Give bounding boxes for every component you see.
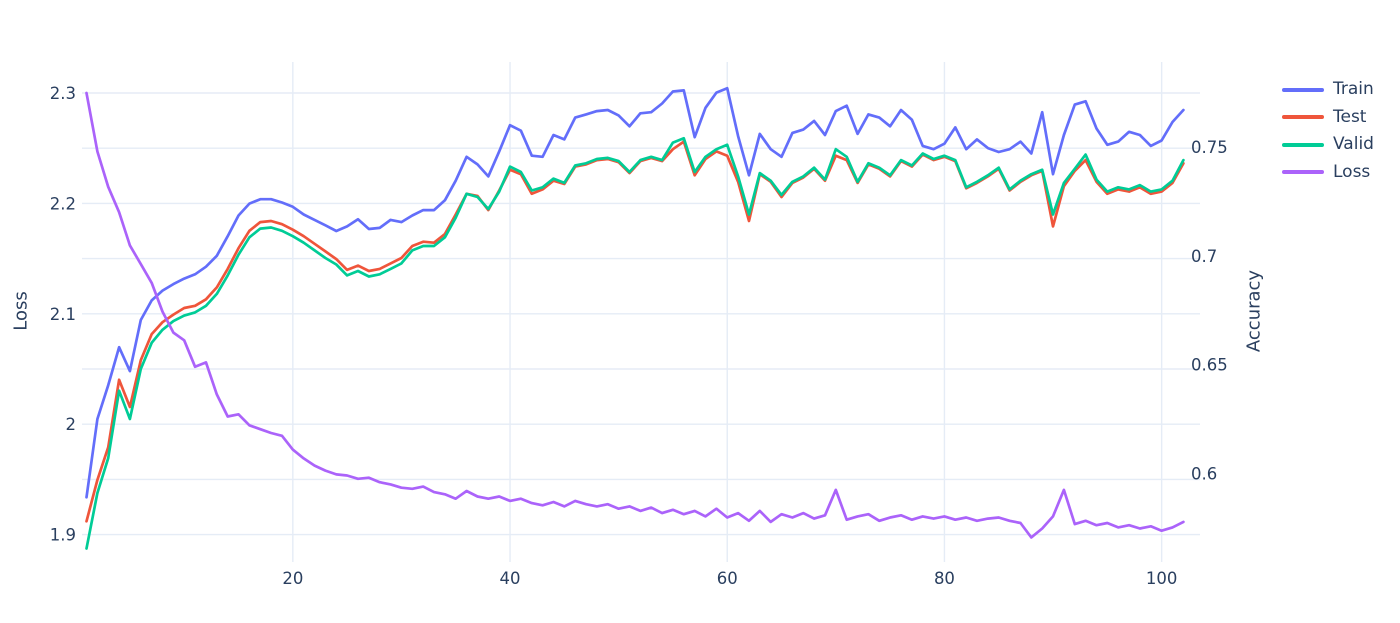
legend-item-valid[interactable]: Valid bbox=[1282, 131, 1374, 159]
x-tick-label-20: 20 bbox=[282, 569, 303, 588]
legend-label-loss: Loss bbox=[1333, 161, 1371, 182]
series-line-train[interactable] bbox=[85, 86, 1185, 499]
x-tick-label-60: 60 bbox=[717, 569, 738, 588]
y-axis-title-loss: Loss bbox=[10, 291, 32, 331]
left-tick-label-1.9: 1.9 bbox=[50, 526, 76, 545]
series-line-valid[interactable] bbox=[85, 136, 1185, 550]
left-tick-label-2: 2 bbox=[66, 415, 77, 434]
legend-label-train: Train bbox=[1333, 79, 1374, 100]
legend-item-train[interactable]: Train bbox=[1282, 76, 1374, 104]
left-tick-label-2.1: 2.1 bbox=[50, 305, 76, 324]
series-line-loss[interactable] bbox=[85, 91, 1185, 539]
x-tick-label-100: 100 bbox=[1146, 569, 1178, 588]
legend-item-loss[interactable]: Loss bbox=[1282, 159, 1374, 187]
y-axis-title-accuracy: Accuracy bbox=[1243, 269, 1265, 353]
legend-label-test: Test bbox=[1333, 106, 1367, 127]
right-tick-label-0.75: 0.75 bbox=[1191, 138, 1228, 157]
right-tick-label-0.7: 0.7 bbox=[1191, 247, 1217, 266]
right-tick-label-0.6: 0.6 bbox=[1191, 464, 1217, 483]
legend-swatch-valid bbox=[1282, 142, 1324, 147]
legend-label-valid: Valid bbox=[1333, 134, 1374, 155]
x-tick-label-80: 80 bbox=[934, 569, 955, 588]
left-tick-label-2.2: 2.2 bbox=[50, 194, 76, 213]
series-layer bbox=[85, 86, 1185, 550]
series-line-test[interactable] bbox=[85, 140, 1185, 523]
left-tick-label-2.3: 2.3 bbox=[50, 84, 76, 103]
x-tick-label-40: 40 bbox=[500, 569, 521, 588]
legend-swatch-train bbox=[1282, 87, 1324, 92]
grid-layer bbox=[82, 62, 1200, 562]
legend-swatch-loss bbox=[1282, 170, 1324, 175]
legend-item-test[interactable]: Test bbox=[1282, 104, 1374, 132]
legend: Train Test Valid Loss bbox=[1282, 76, 1374, 186]
legend-swatch-test bbox=[1282, 115, 1324, 120]
tick-layer: 2.3 2.2 2.1 2 1.9 0.75 0.7 0.65 0.6 20 40 60 80 100 bbox=[50, 84, 1228, 588]
right-tick-label-0.65: 0.65 bbox=[1191, 356, 1228, 375]
